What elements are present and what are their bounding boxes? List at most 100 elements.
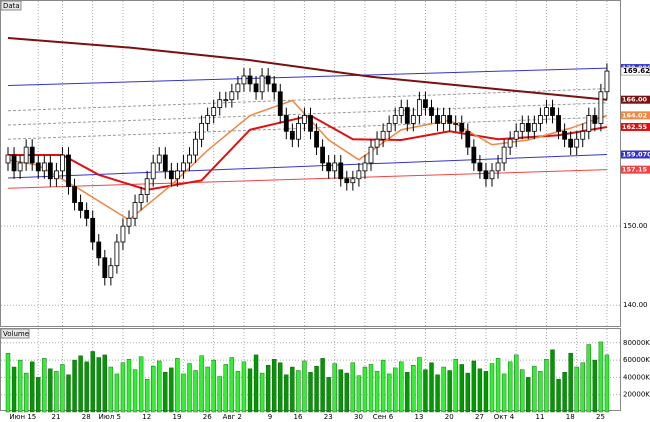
volume-bar bbox=[368, 364, 374, 413]
volume-bar bbox=[459, 364, 464, 413]
candle-body bbox=[374, 138, 380, 148]
candle-body bbox=[253, 83, 259, 93]
title-box bbox=[0, 0, 22, 11]
volume-bar bbox=[272, 359, 277, 413]
candle-body bbox=[132, 202, 138, 219]
x-tick-label: 13 bbox=[415, 413, 424, 421]
candle-body bbox=[162, 154, 168, 172]
volume-bar bbox=[447, 370, 452, 413]
x-tick-label: 20 bbox=[445, 413, 454, 421]
y-tick-label: 150.00 bbox=[623, 222, 648, 230]
volume-bar bbox=[526, 377, 531, 413]
volume-bar bbox=[223, 364, 229, 413]
candle-body bbox=[477, 162, 483, 172]
x-tick-label: 28 bbox=[82, 413, 91, 421]
volume-bar bbox=[11, 366, 17, 413]
volume-bar bbox=[308, 372, 313, 413]
candle-body bbox=[483, 170, 489, 180]
candle-body bbox=[568, 138, 574, 148]
candle-body bbox=[259, 75, 265, 93]
volume-bar bbox=[284, 374, 289, 413]
volume-bar bbox=[126, 359, 132, 413]
candle-body bbox=[47, 162, 53, 180]
volume-bar bbox=[380, 359, 386, 413]
candle-body bbox=[465, 130, 471, 148]
candle-body bbox=[441, 115, 447, 124]
volume-bar bbox=[265, 365, 271, 413]
candle-body bbox=[495, 162, 501, 172]
candle-body bbox=[181, 162, 186, 172]
x-tick-label: Июн 15 bbox=[9, 413, 36, 421]
volume-bar bbox=[144, 378, 150, 413]
candle-body bbox=[241, 75, 247, 85]
candle-body bbox=[380, 130, 386, 140]
volume-bar bbox=[217, 376, 222, 413]
volume-bar bbox=[550, 349, 555, 413]
volume-bar bbox=[435, 374, 440, 413]
candle-body bbox=[265, 75, 271, 85]
volume-bar bbox=[163, 372, 168, 413]
volume-bar bbox=[278, 362, 283, 413]
volume-bar bbox=[96, 357, 101, 413]
candle-body bbox=[556, 115, 561, 132]
x-tick-label: 12 bbox=[142, 413, 151, 421]
candle-body bbox=[302, 115, 307, 124]
candle-body bbox=[320, 146, 326, 164]
candle-body bbox=[356, 170, 362, 180]
volume-bar bbox=[314, 365, 319, 413]
y-tick-label: 60000K bbox=[623, 356, 650, 364]
candle-body bbox=[550, 107, 555, 116]
volume-bar bbox=[60, 364, 65, 413]
x-tick-label: 11 bbox=[536, 413, 545, 421]
volume-bar bbox=[598, 341, 604, 413]
volume-bar bbox=[465, 372, 470, 413]
volume-bar bbox=[580, 362, 585, 413]
candle-body bbox=[519, 123, 525, 132]
x-tick-label: Сен 6 bbox=[373, 413, 394, 421]
candle-body bbox=[398, 107, 404, 116]
candle-body bbox=[150, 162, 156, 180]
x-tick-label: 16 bbox=[294, 413, 303, 421]
volume-bar bbox=[199, 355, 204, 413]
candle-body bbox=[84, 209, 90, 219]
candle-body bbox=[368, 146, 374, 164]
title-box bbox=[0, 328, 30, 339]
candle-body bbox=[114, 241, 120, 267]
volume-bar bbox=[78, 355, 83, 413]
volume-bar bbox=[169, 367, 174, 413]
candle-body bbox=[362, 162, 368, 172]
volume-bar bbox=[356, 375, 362, 413]
volume-bar bbox=[247, 368, 253, 413]
candle-body bbox=[54, 170, 59, 180]
volume-bar bbox=[150, 365, 156, 413]
volume-bar bbox=[483, 371, 489, 413]
candle-body bbox=[35, 162, 41, 172]
candle-body bbox=[447, 115, 453, 124]
volume-bar bbox=[586, 344, 591, 413]
volume-bar bbox=[423, 369, 428, 413]
volume-bar bbox=[362, 366, 368, 413]
volume-bar bbox=[538, 371, 543, 413]
volume-bar bbox=[36, 377, 41, 413]
price-tag bbox=[620, 66, 650, 76]
candle-body bbox=[271, 83, 277, 93]
volume-bar bbox=[108, 366, 114, 413]
x-tick-label: Окт 4 bbox=[494, 413, 515, 421]
x-tick-label: 21 bbox=[52, 413, 61, 421]
candle-body bbox=[29, 146, 35, 164]
volume-bar bbox=[441, 366, 446, 413]
candle-body bbox=[277, 91, 283, 116]
candle-body bbox=[562, 130, 567, 140]
volume-bar bbox=[568, 352, 573, 413]
candle-body bbox=[23, 146, 29, 164]
candle-body bbox=[168, 170, 174, 180]
candle-body bbox=[501, 146, 507, 164]
candle-body bbox=[174, 170, 180, 180]
volume-bar bbox=[544, 359, 549, 413]
candle-body bbox=[471, 146, 477, 164]
candle-body bbox=[392, 115, 398, 124]
volume-bar bbox=[211, 359, 216, 413]
candle-body bbox=[580, 130, 586, 140]
candle-body bbox=[66, 154, 71, 188]
x-tick-label: 30 bbox=[354, 413, 363, 421]
